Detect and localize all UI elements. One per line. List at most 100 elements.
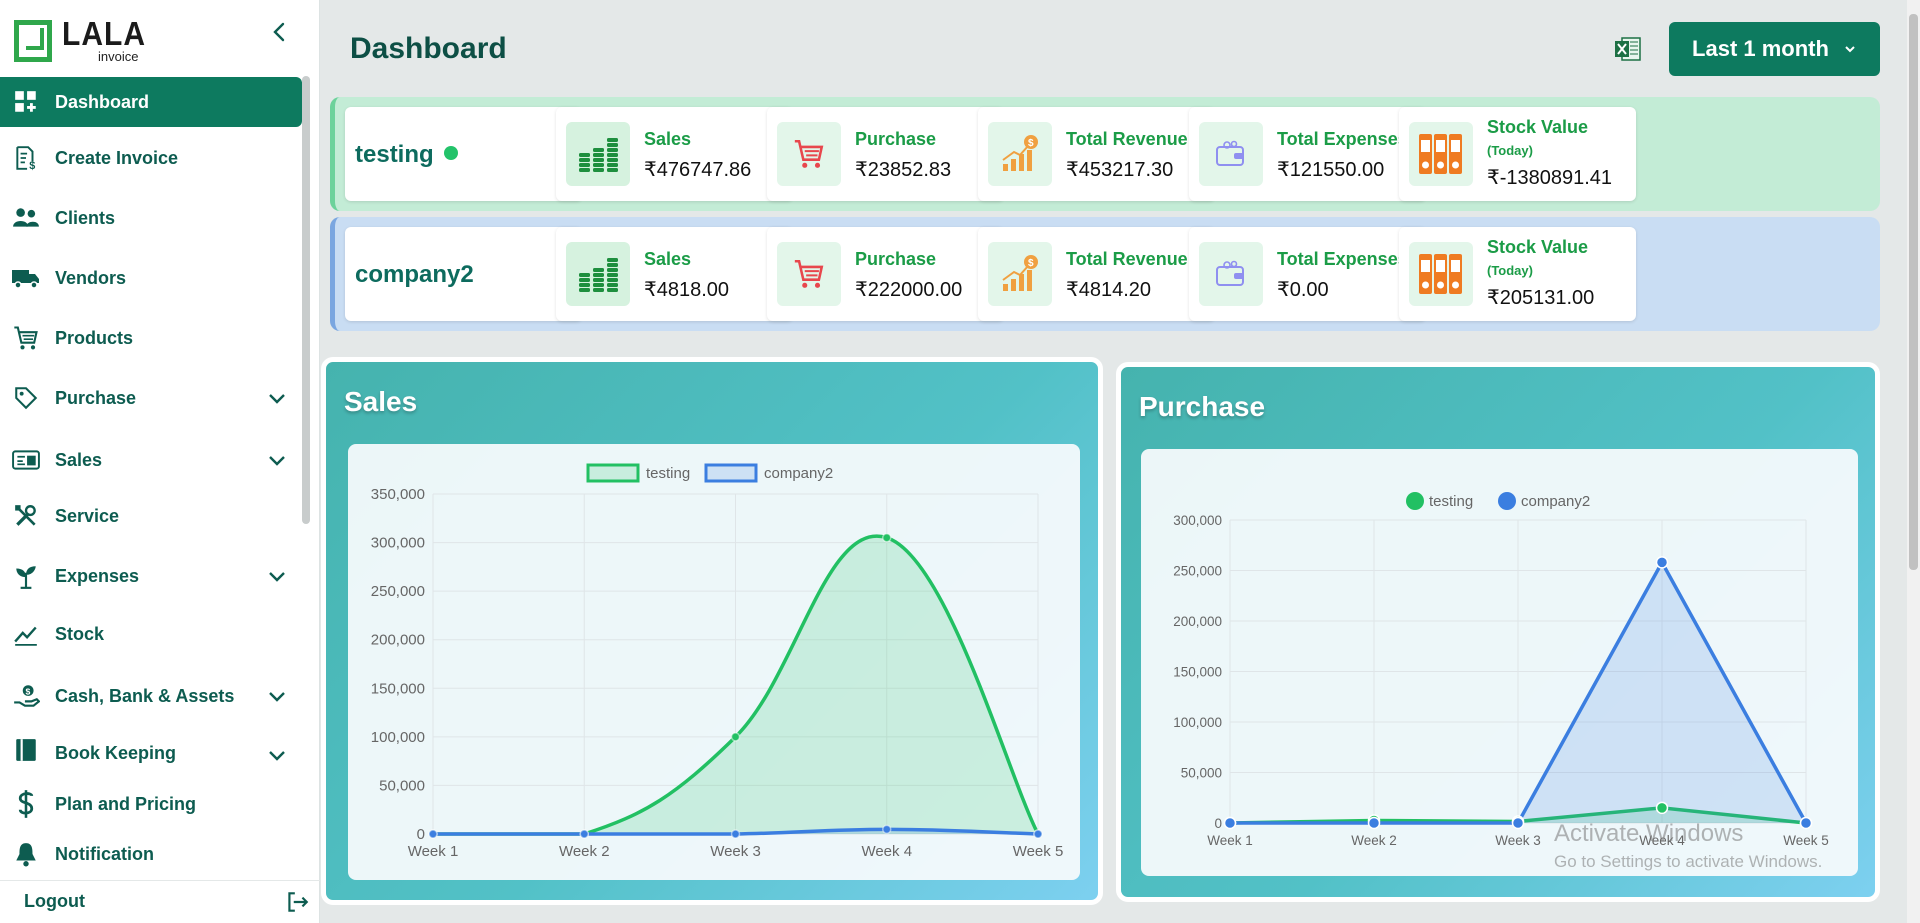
legend-swatch-testing[interactable] bbox=[1406, 492, 1424, 510]
excel-export-icon[interactable] bbox=[1614, 36, 1642, 62]
sales-chart-title: Sales bbox=[344, 386, 418, 417]
x-tick-label: Week 3 bbox=[1495, 833, 1541, 848]
truck-icon bbox=[11, 263, 41, 293]
users-icon bbox=[11, 203, 41, 233]
data-point-company2[interactable] bbox=[428, 829, 438, 839]
hand-money-icon: $ bbox=[11, 681, 41, 711]
y-tick-label: 200,000 bbox=[1173, 614, 1222, 629]
y-tick-label: 150,000 bbox=[1173, 665, 1222, 680]
windows-watermark-title: Activate Windows bbox=[1554, 820, 1744, 847]
page-title: Dashboard bbox=[350, 32, 507, 65]
stat-value: ₹4818.00 bbox=[644, 279, 730, 301]
data-point-company2[interactable] bbox=[1511, 816, 1525, 830]
data-point-testing[interactable] bbox=[882, 532, 892, 543]
sidebar-item-products[interactable]: Products bbox=[0, 313, 302, 363]
stat-value: ₹222000.00 bbox=[855, 279, 963, 301]
stat-value: ₹453217.30 bbox=[1066, 159, 1174, 181]
data-point-company2[interactable] bbox=[1033, 829, 1043, 839]
invoice-icon: $ bbox=[11, 143, 41, 173]
sidebar-item-products-label: Products bbox=[55, 327, 134, 348]
data-point-company2[interactable] bbox=[1367, 816, 1381, 830]
sidebar-item-service-label: Service bbox=[55, 505, 120, 526]
data-point-testing[interactable] bbox=[730, 732, 741, 742]
legend-label-testing: testing bbox=[646, 465, 690, 482]
stat-card-purchase: Purchase ₹23852.83 bbox=[767, 107, 1004, 201]
sidebar-item-purchase[interactable]: Purchase bbox=[0, 373, 302, 423]
stat-value: ₹-1380891.41 bbox=[1487, 167, 1613, 189]
x-tick-label: Week 5 bbox=[1783, 833, 1829, 848]
date-range-dropdown[interactable]: Last 1 month bbox=[1669, 22, 1880, 76]
page-scrollbar[interactable] bbox=[1907, 0, 1920, 923]
y-tick-label: 100,000 bbox=[1173, 715, 1222, 730]
sidebar-item-expenses[interactable]: Expenses bbox=[0, 551, 302, 601]
y-tick-label: 250,000 bbox=[1173, 564, 1222, 579]
cart-icon bbox=[777, 242, 841, 306]
sidebar-item-notification[interactable]: Notification bbox=[0, 829, 302, 879]
wallet-icon bbox=[1199, 242, 1263, 306]
company-name-card[interactable]: company2 bbox=[345, 227, 582, 321]
stat-value: ₹4814.20 bbox=[1066, 279, 1152, 301]
data-point-testing[interactable] bbox=[1655, 801, 1669, 815]
sidebar-item-stock[interactable]: Stock bbox=[0, 609, 302, 659]
svg-text:$: $ bbox=[1028, 258, 1034, 269]
sidebar-item-sales[interactable]: Sales bbox=[0, 435, 302, 485]
cart-icon bbox=[11, 323, 41, 353]
stat-label: Sales bbox=[644, 129, 692, 149]
dashboard-icon bbox=[11, 87, 41, 117]
sidebar-item-clients[interactable]: Clients bbox=[0, 193, 302, 243]
sales-icon bbox=[11, 445, 41, 475]
data-point-company2[interactable] bbox=[579, 829, 589, 839]
sidebar-item-create-invoice[interactable]: $ Create Invoice bbox=[0, 133, 302, 183]
data-point-company2[interactable] bbox=[882, 824, 892, 835]
sidebar-item-vendors[interactable]: Vendors bbox=[0, 253, 302, 303]
sales-chart-panel: Sales 0 50,000 100,000 150,000 200,000 250,00… bbox=[321, 357, 1103, 905]
logout-button[interactable]: Logout bbox=[0, 880, 320, 920]
company-name-card[interactable]: testing bbox=[345, 107, 582, 201]
legend-swatch-testing[interactable] bbox=[586, 463, 640, 483]
y-tick-label: 300,000 bbox=[371, 535, 425, 552]
stat-card-total-revenue: $ Total Revenue ₹453217.30 bbox=[978, 107, 1215, 201]
sidebar-item-plan-pricing[interactable]: Plan and Pricing bbox=[0, 779, 302, 829]
revenue-icon: $ bbox=[988, 122, 1052, 186]
windows-watermark-text: Go to Settings to activate Windows. bbox=[1554, 852, 1823, 871]
revenue-icon: $ bbox=[988, 242, 1052, 306]
tag-icon bbox=[11, 383, 41, 413]
sidebar-scrollbar[interactable] bbox=[302, 76, 310, 524]
purchase-chart: 0 50,000 100,000 150,000 200,000 250,000 300,0… bbox=[1141, 449, 1858, 876]
brand-logo[interactable]: LALA invoice bbox=[14, 18, 146, 64]
collapse-sidebar-icon[interactable] bbox=[268, 20, 292, 44]
svg-text:$: $ bbox=[25, 686, 30, 696]
stat-value: ₹205131.00 bbox=[1487, 287, 1595, 309]
svg-text:$: $ bbox=[29, 160, 35, 171]
data-point-company2[interactable] bbox=[730, 829, 741, 839]
chevron-down-icon bbox=[1845, 46, 1855, 53]
stat-value: ₹121550.00 bbox=[1277, 159, 1385, 181]
stat-label: Sales bbox=[644, 249, 692, 269]
x-tick-label: Week 1 bbox=[1207, 833, 1253, 848]
y-tick-label: 150,000 bbox=[371, 680, 425, 697]
sidebar-item-book-keeping[interactable]: Book Keeping bbox=[0, 731, 302, 769]
data-point-company2[interactable] bbox=[1223, 816, 1237, 830]
sidebar-item-dashboard-label: Dashboard bbox=[55, 91, 150, 112]
binders-icon bbox=[1409, 122, 1473, 186]
x-tick-label: Week 2 bbox=[1351, 833, 1397, 848]
legend-swatch-company2[interactable] bbox=[1498, 492, 1516, 510]
sidebar-item-create-invoice-label: Create Invoice bbox=[55, 147, 179, 168]
sidebar-item-vendors-label: Vendors bbox=[55, 267, 127, 288]
stat-card-stock-value: Stock Value (Today) ₹205131.00 bbox=[1399, 227, 1636, 321]
company-row-company2: company2 Sales ₹4818.00 Purchase ₹222000.00 $… bbox=[330, 217, 1880, 331]
stat-card-stock-value: Stock Value (Today) ₹-1380891.41 bbox=[1399, 107, 1636, 201]
sidebar-item-cash-bank-assets[interactable]: $ Cash, Bank & Assets bbox=[0, 671, 302, 721]
company-name: company2 bbox=[355, 261, 474, 288]
page-scrollbar-thumb[interactable] bbox=[1909, 14, 1918, 570]
sidebar-item-service[interactable]: Service bbox=[0, 491, 302, 541]
sidebar-item-clients-label: Clients bbox=[55, 207, 116, 228]
coins-icon bbox=[566, 122, 630, 186]
data-point-company2[interactable] bbox=[1799, 816, 1813, 830]
sidebar-item-dashboard[interactable]: Dashboard bbox=[0, 77, 302, 127]
chevron-down-icon bbox=[265, 743, 289, 767]
tools-icon bbox=[11, 501, 41, 531]
data-point-company2[interactable] bbox=[1655, 556, 1669, 569]
legend-swatch-company2[interactable] bbox=[704, 463, 758, 483]
stat-label: Purchase bbox=[855, 249, 937, 269]
